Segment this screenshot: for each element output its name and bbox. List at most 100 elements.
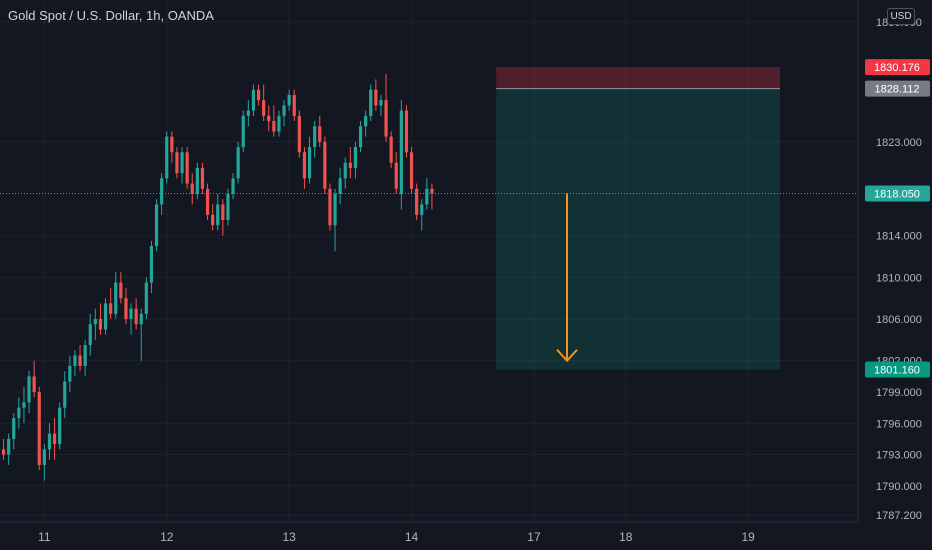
candle-body xyxy=(364,115,368,127)
candle-body xyxy=(307,147,312,179)
candle-body xyxy=(246,110,250,116)
candle-body xyxy=(154,204,159,247)
stop-loss-zone xyxy=(496,67,780,89)
candle-body xyxy=(292,94,296,116)
price-tag-label: 1828.112 xyxy=(874,84,919,96)
candle-body xyxy=(52,433,57,445)
candle xyxy=(364,110,368,137)
candle xyxy=(63,371,67,419)
candle-body xyxy=(200,167,205,189)
candle xyxy=(415,183,419,221)
candle xyxy=(369,84,373,122)
take-profit-zone xyxy=(496,88,780,370)
price-tick-label: 1823.000 xyxy=(876,137,922,149)
candle-body xyxy=(251,89,256,111)
candle-body xyxy=(195,167,199,194)
candle xyxy=(42,444,46,481)
candle xyxy=(241,110,245,153)
candle xyxy=(348,147,352,179)
candle xyxy=(394,152,398,194)
candle xyxy=(251,84,256,116)
candle-body xyxy=(78,355,82,366)
price-tick-label: 1799.000 xyxy=(876,387,922,399)
candle-body xyxy=(180,152,184,174)
candle xyxy=(389,131,393,168)
candle-body xyxy=(211,214,215,226)
price-tag-bg xyxy=(865,361,930,378)
candle-body xyxy=(256,89,261,101)
candle-body xyxy=(144,282,148,314)
candle xyxy=(313,121,317,158)
time-tick-label: 19 xyxy=(741,530,755,544)
price-tick-label: 1806.000 xyxy=(876,314,922,326)
candle xyxy=(47,423,52,460)
candle-body xyxy=(343,162,347,179)
candle xyxy=(1,438,6,460)
price-tick-label: 1796.000 xyxy=(876,418,922,430)
candle-body xyxy=(129,308,133,320)
candle xyxy=(93,308,97,340)
candle xyxy=(37,386,41,471)
candle xyxy=(282,100,286,127)
candle xyxy=(12,412,16,450)
candle-body xyxy=(415,188,419,215)
candle-body xyxy=(42,449,46,465)
price-tick-label: 1790.000 xyxy=(876,481,922,493)
candle xyxy=(231,173,235,200)
candle-body xyxy=(358,126,363,148)
candle-body xyxy=(83,345,87,366)
candle xyxy=(246,100,250,127)
candle xyxy=(109,287,113,320)
position-zones[interactable] xyxy=(496,67,780,370)
candle xyxy=(430,183,434,210)
candle-body xyxy=(63,381,67,408)
candle xyxy=(144,277,148,320)
candle xyxy=(236,141,240,184)
candle-body xyxy=(287,94,291,106)
candle-body xyxy=(160,178,164,205)
candle-body xyxy=(226,193,230,221)
candle-body xyxy=(139,313,143,325)
candle xyxy=(409,147,414,194)
candle-body xyxy=(37,392,41,465)
candle xyxy=(83,339,87,377)
candle-body xyxy=(353,147,358,168)
candle-body xyxy=(119,282,123,299)
time-tick-label: 18 xyxy=(619,530,633,544)
candle xyxy=(358,121,363,153)
candle-body xyxy=(149,246,154,283)
candle xyxy=(338,167,342,205)
candle-body xyxy=(430,188,434,194)
candle-body xyxy=(124,298,128,320)
candle xyxy=(195,162,199,200)
candle xyxy=(328,183,332,231)
candle xyxy=(205,183,210,221)
candle-body xyxy=(420,204,424,215)
candle-body xyxy=(328,188,332,226)
candle-body xyxy=(277,115,281,132)
candle-body xyxy=(272,121,276,132)
candle-body xyxy=(323,141,327,189)
currency-badge[interactable]: USD xyxy=(887,8,915,25)
candle-body xyxy=(425,188,429,205)
candle-body xyxy=(348,162,352,168)
candle-body xyxy=(68,365,72,382)
candle-body xyxy=(333,193,337,226)
candle-body xyxy=(12,418,16,439)
candle-body xyxy=(267,115,271,122)
candle xyxy=(216,193,220,231)
candle-body xyxy=(231,178,235,194)
price-tag: 1830.176 xyxy=(865,59,930,76)
candle xyxy=(134,298,138,330)
candle xyxy=(211,204,215,231)
candle xyxy=(68,355,72,393)
candle xyxy=(399,100,403,210)
candle-body xyxy=(399,110,403,194)
candle xyxy=(185,147,189,189)
candle xyxy=(379,94,383,116)
candle-body xyxy=(409,152,414,189)
candle xyxy=(292,89,296,122)
chart-title: Gold Spot / U.S. Dollar, 1h, OANDA xyxy=(8,8,214,23)
